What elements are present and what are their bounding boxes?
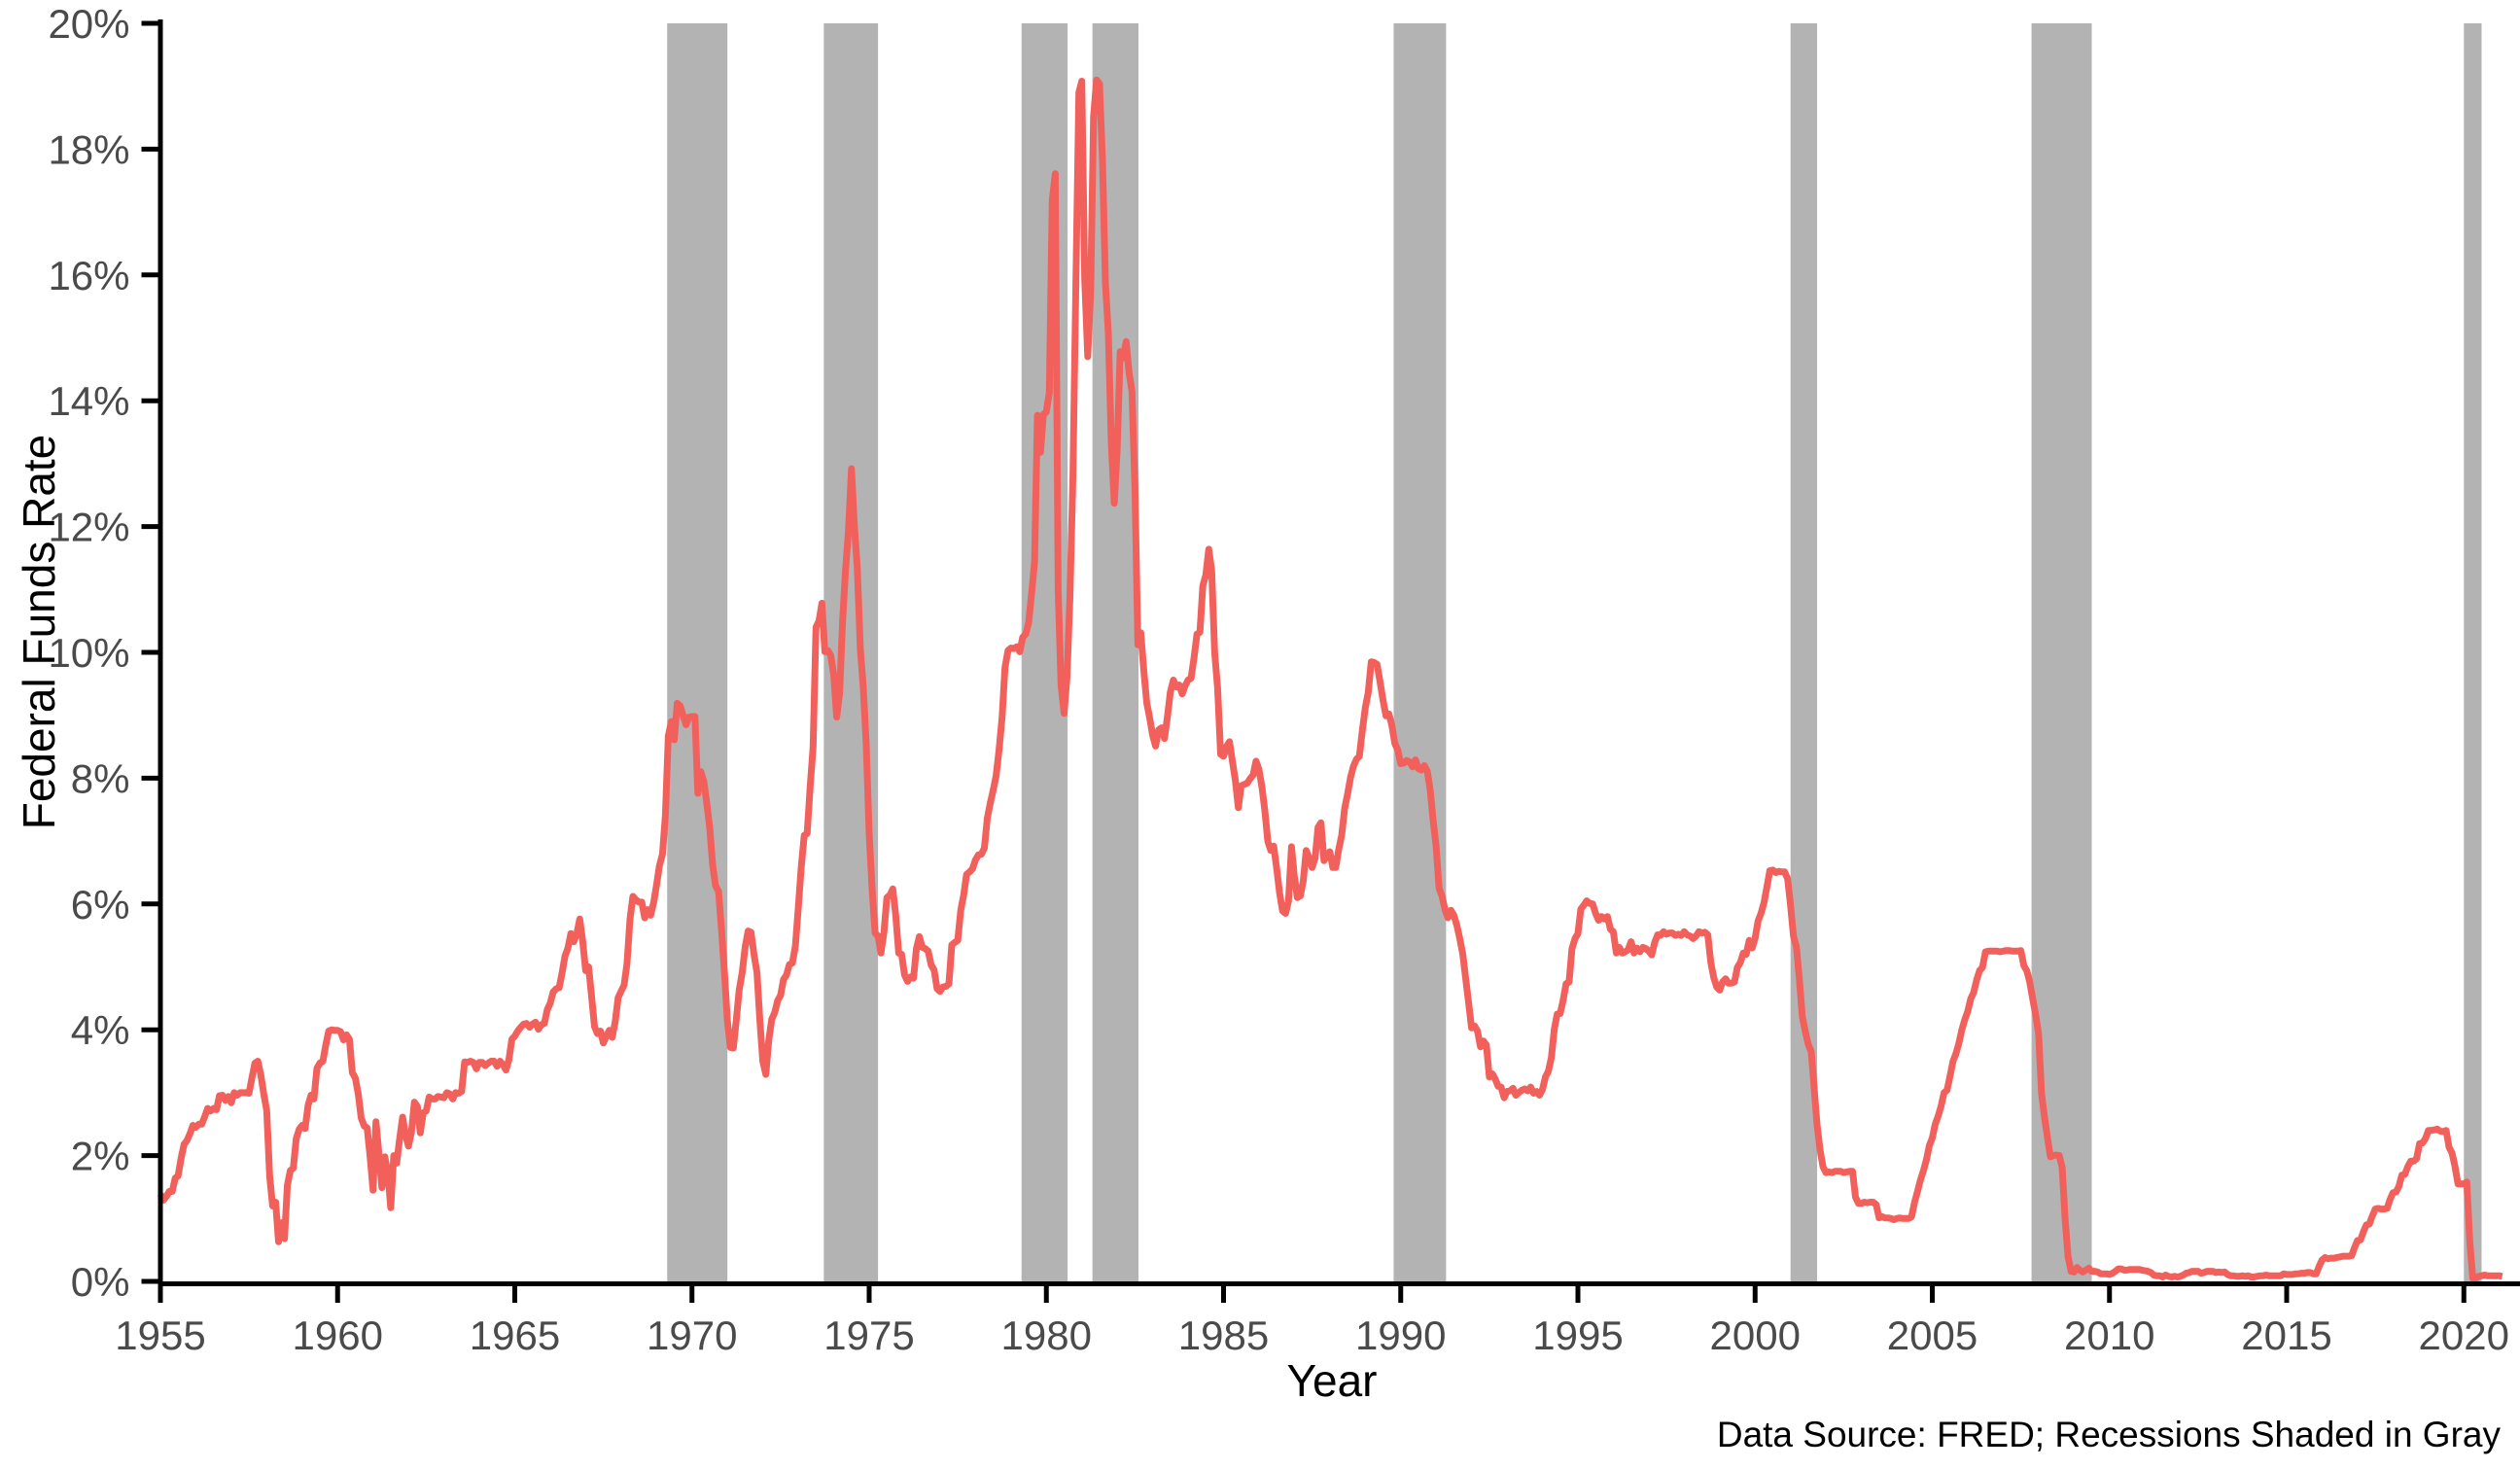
x-tick-label: 2005 [1887, 1312, 1978, 1358]
recession-band [667, 23, 728, 1281]
y-tick-label: 14% [48, 378, 129, 424]
y-tick-label: 10% [48, 630, 129, 676]
x-tick-label: 1985 [1178, 1312, 1269, 1358]
x-tick-label: 1965 [470, 1312, 560, 1358]
x-tick-label: 2020 [2419, 1312, 2509, 1358]
recession-band [2464, 23, 2482, 1281]
y-tick-label: 8% [71, 755, 130, 801]
x-tick-label: 2000 [1710, 1312, 1801, 1358]
y-tick-label: 20% [48, 1, 129, 47]
x-axis-title: Year [1286, 1355, 1378, 1406]
y-tick-label: 18% [48, 126, 129, 172]
x-tick-label: 1990 [1355, 1312, 1446, 1358]
x-tick-label: 1955 [115, 1312, 205, 1358]
x-tick-label: 2010 [2064, 1312, 2154, 1358]
x-tick-label: 1960 [293, 1312, 383, 1358]
recession-band [1393, 23, 1447, 1281]
x-tick-label: 1995 [1532, 1312, 1623, 1358]
y-tick-label: 6% [71, 882, 130, 928]
y-tick-label: 0% [71, 1259, 130, 1305]
y-tick-label: 4% [71, 1007, 130, 1053]
y-tick-label: 2% [71, 1134, 130, 1179]
x-tick-label: 2015 [2241, 1312, 2331, 1358]
fed-funds-rate-line [157, 76, 2503, 1282]
x-tick-label: 1970 [647, 1312, 737, 1358]
x-tick-label: 1975 [823, 1312, 914, 1358]
y-tick-label: 12% [48, 505, 129, 550]
y-tick-label: 16% [48, 253, 129, 298]
recession-band [1092, 23, 1139, 1281]
data-source-caption: Data Source: FRED; Recessions Shaded in … [1716, 1415, 2501, 1454]
x-tick-label: 1980 [1001, 1312, 1092, 1358]
y-axis-title: Federal Funds Rate [14, 434, 64, 830]
